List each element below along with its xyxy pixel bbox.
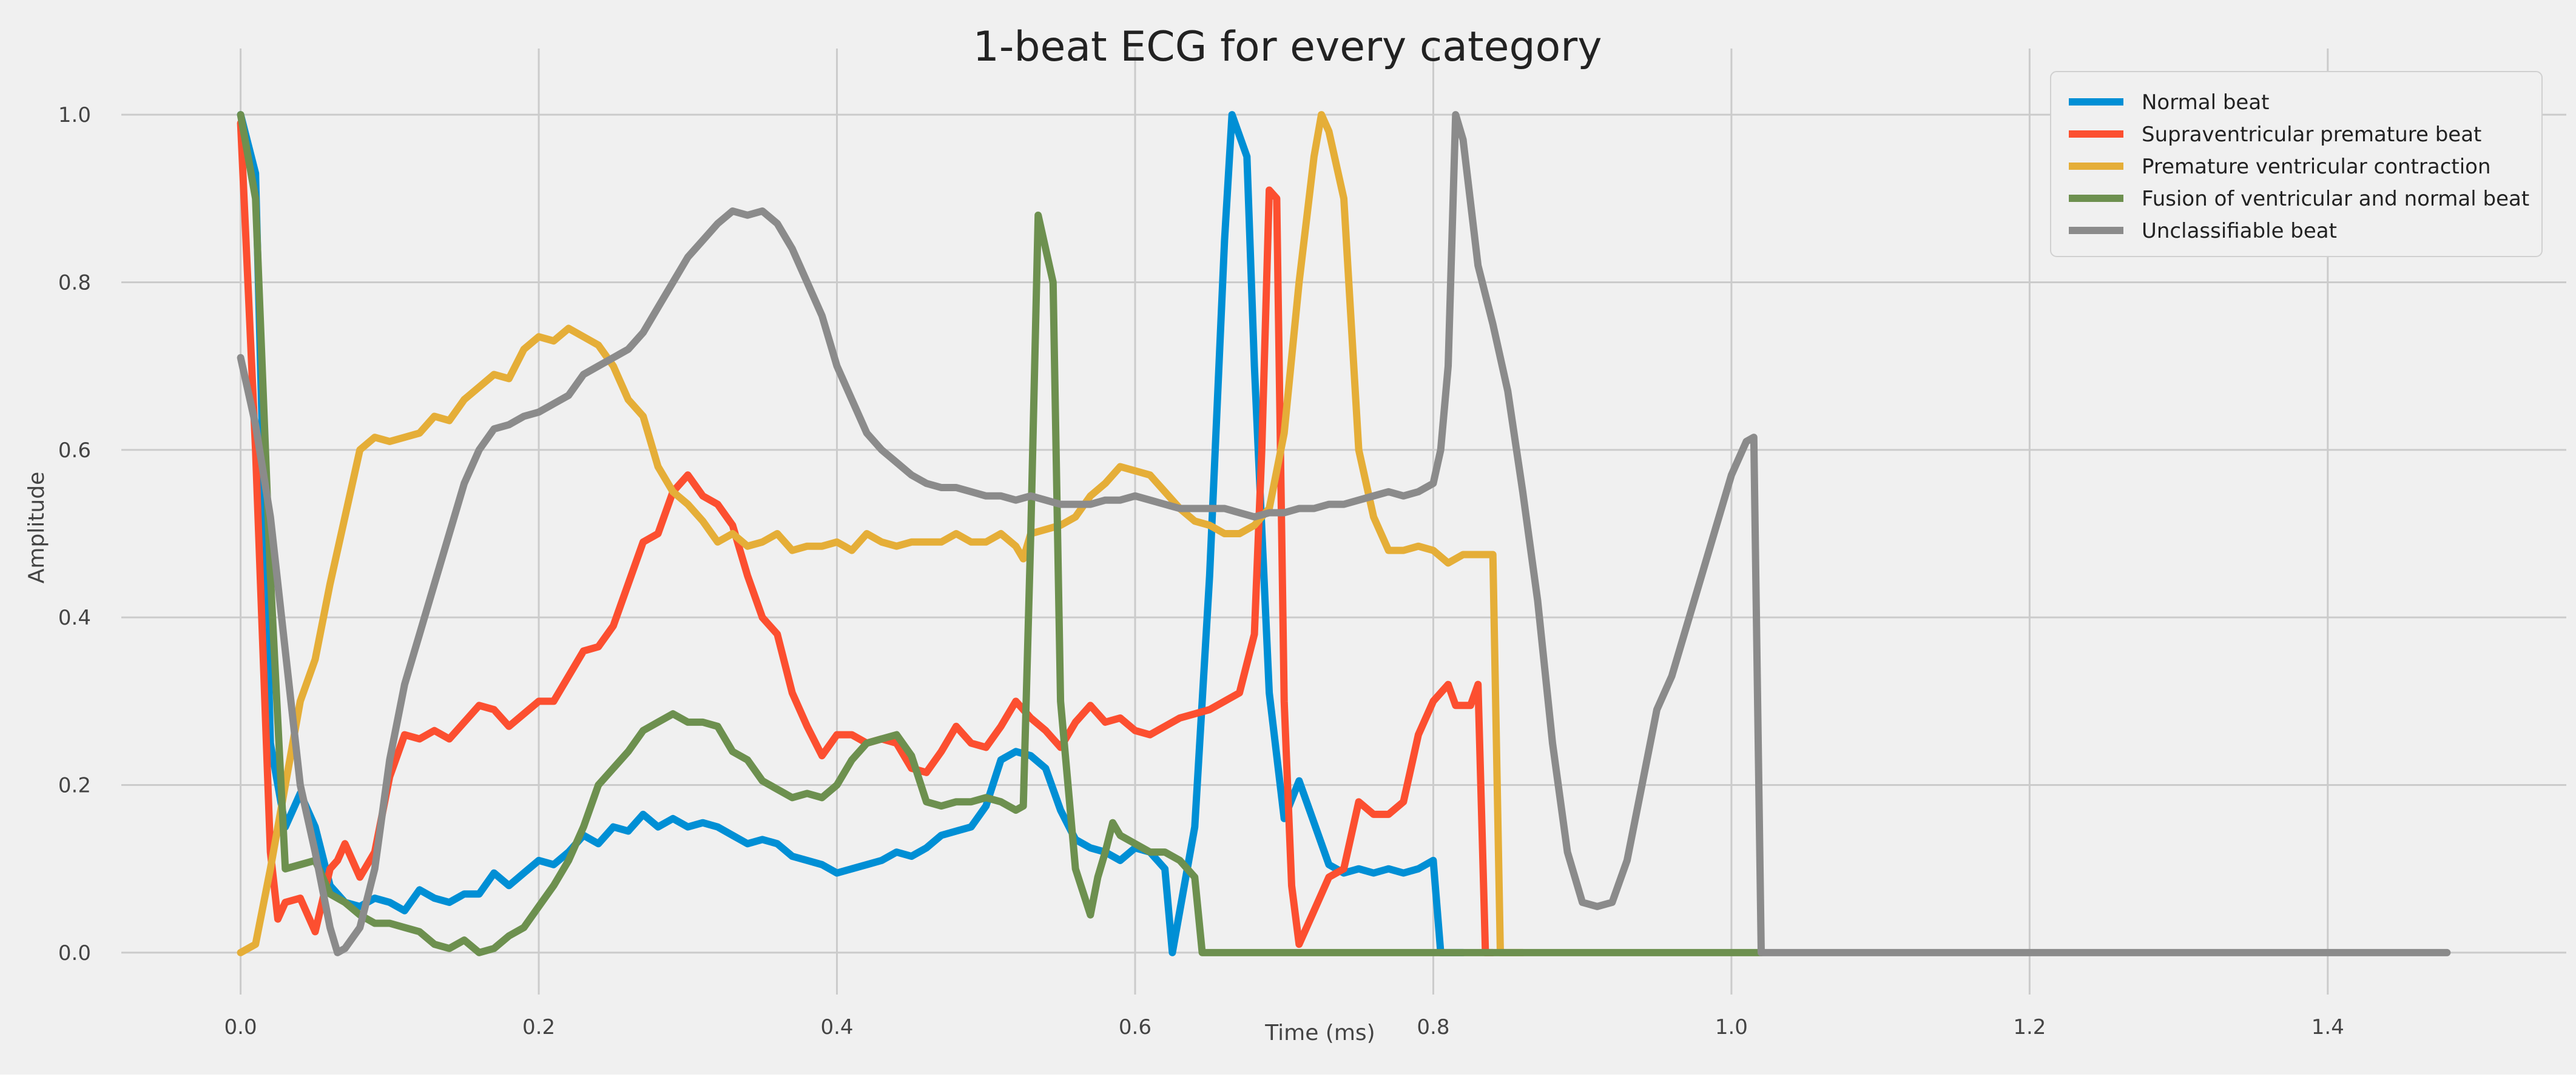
- y-tick-label: 0.0: [58, 941, 91, 965]
- x-tick-label: 1.2: [2013, 1015, 2046, 1039]
- chart-title: 1-beat ECG for every category: [973, 23, 1602, 71]
- y-tick-label: 0.6: [58, 438, 91, 463]
- legend: Normal beat Supraventricular premature be…: [2050, 71, 2543, 257]
- legend-label: Supraventricular premature beat: [2142, 122, 2481, 147]
- series-line-5: [237, 111, 2451, 956]
- x-tick-label: 0.4: [820, 1015, 853, 1039]
- y-tick-label: 0.4: [58, 606, 91, 630]
- x-axis-label: Time (ms): [1264, 1021, 1375, 1045]
- x-tick-label: 0.6: [1119, 1015, 1151, 1039]
- x-tick-label: 0.2: [522, 1015, 555, 1039]
- series-line-3: [237, 111, 1526, 956]
- y-tick-label: 1.0: [58, 103, 91, 127]
- y-axis-label: Amplitude: [24, 472, 49, 583]
- x-tick-label: 0.0: [224, 1015, 257, 1039]
- legend-box: [2050, 71, 2543, 257]
- legend-label: Premature ventricular contraction: [2142, 155, 2491, 179]
- x-axis-ticks: 0.0 0.2 0.4 0.6 0.8 1.0 1.2 1.4: [224, 1015, 2344, 1039]
- series-line-1: [237, 111, 1467, 956]
- x-tick-label: 0.8: [1417, 1015, 1449, 1039]
- series-layer: [237, 111, 2451, 956]
- series-line-4: [237, 111, 1765, 956]
- y-axis-ticks: 0.0 0.2 0.4 0.6 0.8 1.0: [58, 103, 91, 965]
- legend-label: Unclassifiable beat: [2142, 219, 2337, 243]
- series-line-2: [237, 119, 1497, 956]
- legend-label: Normal beat: [2142, 90, 2270, 115]
- y-tick-label: 0.2: [58, 774, 91, 798]
- legend-label: Fusion of ventricular and normal beat: [2142, 187, 2529, 211]
- y-tick-label: 0.8: [58, 270, 91, 295]
- x-tick-label: 1.0: [1715, 1015, 1748, 1039]
- x-tick-label: 1.4: [2311, 1015, 2344, 1039]
